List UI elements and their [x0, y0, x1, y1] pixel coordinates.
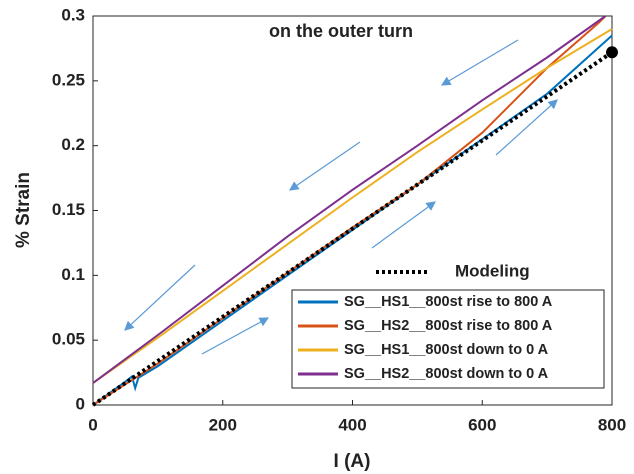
direction-arrows [124, 39, 558, 355]
y-tick-label: 0 [76, 394, 85, 413]
legend-label: SG__HS2__800st down to 0 A [344, 366, 549, 382]
x-tick-label: 800 [598, 415, 626, 434]
y-tick-label: 0.2 [61, 135, 85, 154]
y-tick-label: 0.15 [52, 200, 85, 219]
x-tick-label: 600 [468, 415, 496, 434]
x-axis-label: I (A) [334, 451, 371, 472]
legend-box [291, 289, 605, 389]
y-tick-label: 0.3 [61, 5, 85, 24]
series-line [91, 50, 614, 407]
annotation: on the outer turn [269, 21, 413, 41]
legend-label: Modeling [455, 261, 530, 280]
x-tick-label: 0 [88, 415, 97, 434]
end-marker [606, 46, 618, 59]
y-tick-label: 0.1 [61, 265, 85, 284]
x-tick-label: 200 [209, 415, 237, 434]
x-tick-label: 400 [338, 415, 366, 434]
legend-label: SG__HS2__800st rise to 800 A [344, 318, 553, 334]
y-axis-label: % Strain [13, 172, 34, 248]
series-line [92, 15, 607, 384]
series-line [92, 28, 613, 384]
y-tick-label: 0.25 [52, 70, 85, 89]
y-tick-label: 0.05 [52, 330, 85, 349]
legend-label: SG__HS1__800st down to 0 A [344, 342, 549, 358]
legend-label: SG__HS1__800st rise to 800 A [344, 294, 553, 310]
